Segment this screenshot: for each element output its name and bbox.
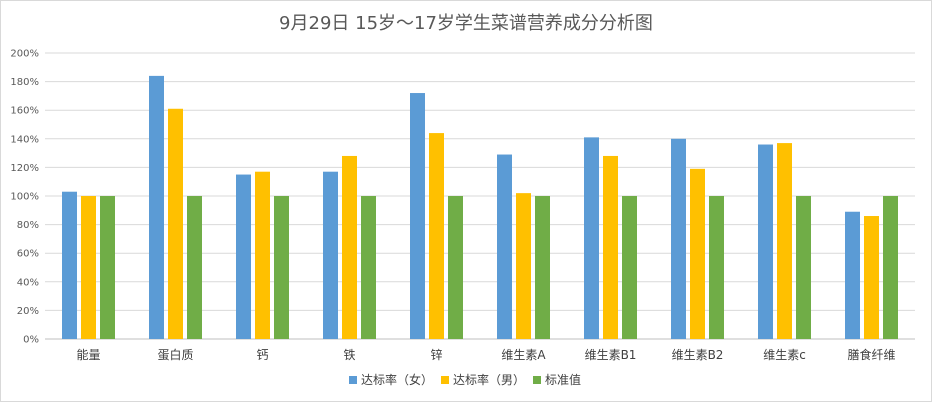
bar-female [236,174,251,339]
x-category-label: 蛋白质 [157,347,193,362]
x-category-label: 维生素c [763,348,806,362]
legend-swatch [349,376,357,384]
x-category-label: 膳食纤维 [847,347,895,362]
bar-female [323,171,338,339]
bar-standard [187,196,202,339]
bar-standard [796,196,811,339]
bar-standard [274,196,289,339]
x-category-label: 锌 [430,348,442,362]
y-tick-label: 60% [17,249,39,260]
bar-male [429,133,444,339]
bar-female [62,191,77,339]
x-category-label: 维生素A [501,348,546,362]
x-category-label: 铁 [343,348,355,362]
bar-female [758,144,773,339]
bar-standard [100,196,115,339]
y-tick-label: 0% [23,335,39,346]
y-tick-label: 140% [10,134,39,145]
y-tick-label: 80% [17,220,39,231]
y-tick-label: 180% [10,77,39,88]
x-category-label: 维生素B2 [672,348,724,362]
chart-title: 9月29日 15岁～17岁学生菜谱营养成分分析图 [279,13,653,34]
legend-label: 标准值 [545,372,581,387]
bar-standard [361,196,376,339]
y-tick-label: 40% [17,277,39,288]
bar-standard [709,196,724,339]
legend-swatch [533,376,541,384]
bar-male [777,143,792,339]
bar-female [497,154,512,339]
bar-male [342,155,357,339]
bar-male [516,193,531,339]
bar-female [410,93,425,339]
bar-male [690,168,705,339]
x-category-label: 能量 [76,348,100,362]
bar-male [603,155,618,339]
bar-standard [448,196,463,339]
y-tick-label: 120% [10,163,39,174]
bar-standard [535,196,550,339]
bar-male [168,108,183,340]
y-tick-label: 20% [17,306,39,317]
y-tick-label: 160% [10,106,39,117]
bar-female [671,138,686,339]
bar-male [81,196,96,339]
y-tick-label: 200% [10,49,39,60]
legend-swatch [441,376,449,384]
bar-male [864,216,879,339]
legend-label: 达标率（女） [361,372,433,387]
legend-label: 达标率（男） [453,372,525,387]
x-category-label: 维生素B1 [585,348,637,362]
y-tick-label: 100% [10,192,39,203]
bar-standard [883,196,898,339]
bar-female [584,137,599,339]
bar-female [845,211,860,339]
x-category-label: 钙 [256,348,268,362]
bar-male [255,171,270,339]
bar-standard [622,196,637,339]
bar-female [149,75,164,339]
